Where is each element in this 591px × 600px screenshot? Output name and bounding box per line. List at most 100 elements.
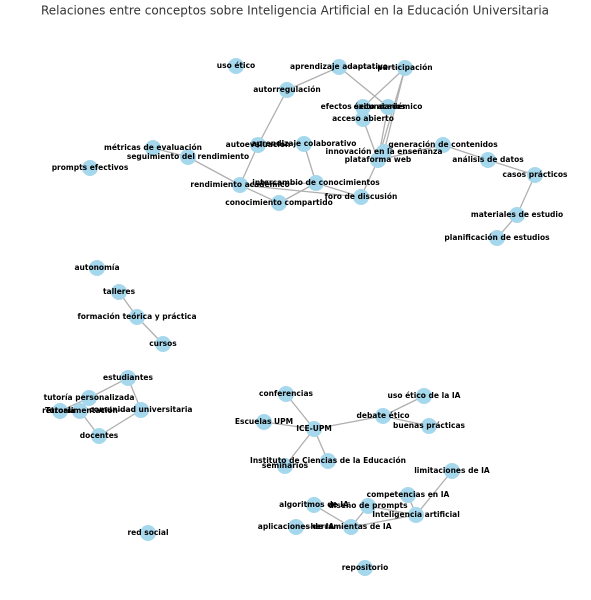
node — [129, 309, 145, 325]
node — [180, 149, 196, 165]
node-label: Instituto de Ciencias de la Educación — [250, 456, 406, 465]
node-label: cursos — [149, 339, 177, 348]
node-label: participación — [377, 63, 432, 72]
node — [355, 99, 371, 115]
node-label: foro de discusión — [325, 192, 398, 201]
node-label: herramientas de IA — [310, 522, 391, 531]
node-label: plataforma web — [345, 155, 412, 164]
node-label: retroalimentación — [42, 406, 118, 415]
node — [72, 403, 88, 419]
edge — [98, 409, 142, 437]
node-label: tutoría personalizada — [44, 393, 135, 402]
node-label: conocimiento compartido — [225, 198, 333, 207]
node — [250, 137, 266, 153]
node-label: materiales de estudio — [471, 210, 563, 219]
node — [397, 60, 413, 76]
node-label: algoritmos de IA — [279, 500, 349, 509]
edge — [487, 159, 536, 176]
node-label: comunidad universitaria — [89, 405, 192, 414]
node-label: aprendizaje adaptativo — [290, 62, 388, 71]
edge — [313, 415, 384, 430]
edge — [338, 66, 406, 69]
node — [489, 230, 505, 246]
node — [343, 519, 359, 535]
node-label: docentes — [80, 431, 119, 440]
node — [120, 370, 136, 386]
node-label: acceso abierto — [332, 114, 394, 123]
node — [370, 152, 386, 168]
node-label: aprendizaje colaborativo — [252, 139, 357, 148]
node — [278, 386, 294, 402]
node — [408, 507, 424, 523]
node-label: prompts efectivos — [52, 163, 129, 172]
node — [306, 421, 322, 437]
node-label: debate ético — [356, 411, 409, 420]
node-label: casos prácticos — [503, 170, 569, 179]
node-label: talleres — [103, 287, 136, 296]
node-label: Escuelas UPM — [235, 417, 293, 426]
edge — [362, 67, 406, 108]
node-label: red social — [127, 528, 168, 537]
node-label: autonomía — [74, 263, 119, 272]
node — [360, 498, 376, 514]
node — [52, 403, 68, 419]
node-label: autorregulación — [253, 85, 320, 94]
node — [320, 453, 336, 469]
node — [355, 111, 371, 127]
node — [375, 408, 391, 424]
node — [435, 137, 451, 153]
node-label: planificación de estudios — [444, 233, 550, 242]
node — [421, 418, 437, 434]
node-label: buenas prácticas — [393, 421, 466, 430]
node-label: formación teórica y práctica — [77, 312, 196, 321]
node — [380, 99, 396, 115]
node — [296, 136, 312, 152]
node — [277, 458, 293, 474]
edge — [338, 66, 389, 108]
node — [145, 140, 161, 156]
node — [331, 59, 347, 75]
edge — [263, 421, 315, 430]
node — [228, 58, 244, 74]
node-label: métricas de evaluación — [104, 143, 202, 152]
node-label: conferencias — [259, 389, 313, 398]
node — [416, 388, 432, 404]
edge — [415, 470, 453, 516]
node-label: intercambio de conocimientos — [252, 178, 380, 187]
node — [480, 152, 496, 168]
node-label: rendimiento académico — [190, 180, 289, 189]
edge — [239, 182, 317, 186]
node-label: estudiantes — [103, 373, 153, 382]
node — [91, 428, 107, 444]
node — [111, 284, 127, 300]
edge — [239, 184, 362, 198]
node-label: ICE-UPM — [296, 424, 332, 433]
edge — [257, 89, 288, 146]
edge — [367, 505, 417, 516]
node — [279, 82, 295, 98]
node-label: diseño de prompts — [328, 501, 408, 510]
node — [271, 195, 287, 211]
edge — [187, 156, 241, 186]
edge — [350, 514, 417, 528]
node — [306, 497, 322, 513]
node-label: efectos secundarios — [321, 102, 406, 111]
node-label: generación de contenidos — [388, 140, 498, 149]
node-label: innovación en la enseñanza — [326, 147, 443, 156]
node-label: repositorio — [342, 563, 389, 572]
node — [527, 167, 543, 183]
node — [140, 525, 156, 541]
node-label: limitaciones de IA — [414, 466, 490, 475]
node-label: competencias en IA — [367, 490, 450, 499]
node-label: Inteligencia artificial — [372, 510, 460, 519]
node — [357, 560, 373, 576]
node — [81, 390, 97, 406]
node — [82, 160, 98, 176]
node-label: uso ético — [217, 61, 255, 70]
node-label: Tutoría — [45, 406, 75, 415]
node-label: uso ético de la IA — [388, 391, 461, 400]
node — [288, 519, 304, 535]
node — [444, 463, 460, 479]
